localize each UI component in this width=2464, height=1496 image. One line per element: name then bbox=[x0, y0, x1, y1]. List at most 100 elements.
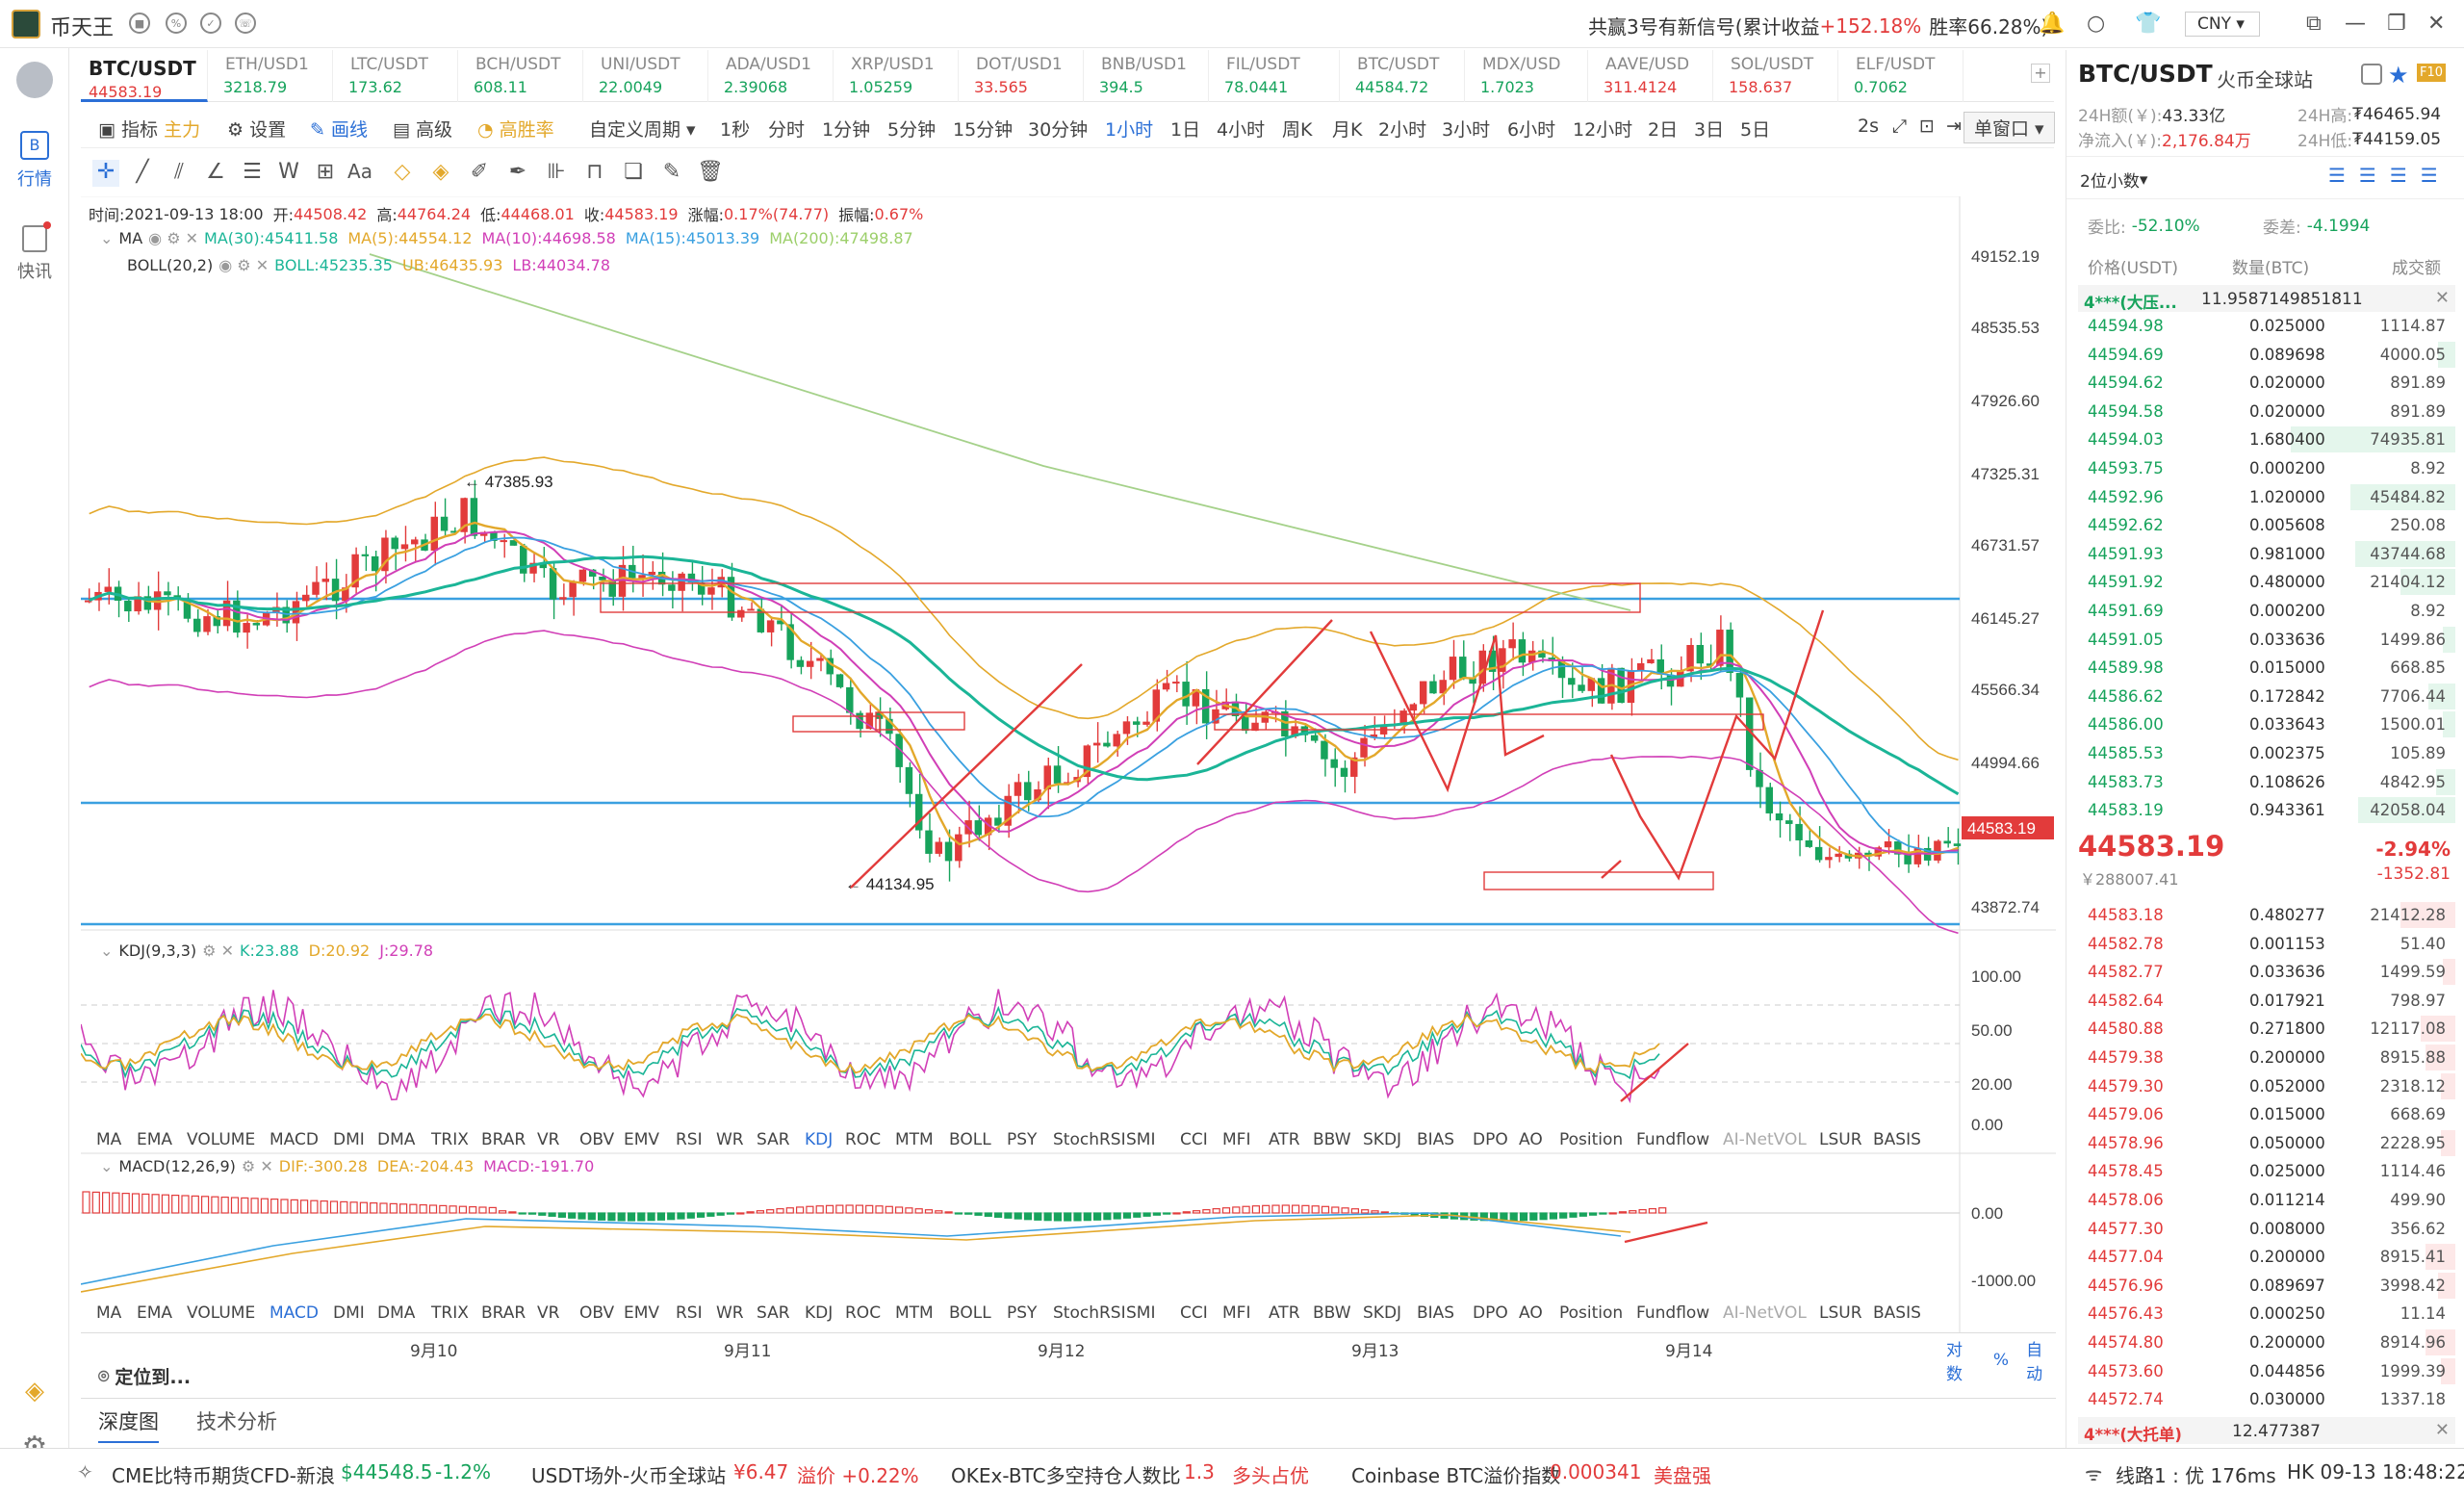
screenshot-icon[interactable]: ⊡ bbox=[1919, 116, 1935, 137]
line-tool-icon[interactable]: ╱ bbox=[136, 160, 149, 184]
orderbook-row[interactable]: 44579.38 0.200000 8915.88 bbox=[2078, 1044, 2455, 1071]
currency-select[interactable]: CNY ▾ bbox=[2185, 12, 2260, 37]
fullscreen-icon[interactable]: ⤢ bbox=[1892, 116, 1908, 137]
period-30m[interactable]: 30分钟 bbox=[1028, 119, 1089, 141]
indicator-tab[interactable]: EMA bbox=[137, 1130, 173, 1149]
orderbook-row[interactable]: 44583.18 0.480277 21412.28 bbox=[2078, 901, 2455, 929]
orderbook-row[interactable]: 44582.64 0.017921 798.97 bbox=[2078, 987, 2455, 1015]
indicator-tab[interactable]: PSY bbox=[1007, 1130, 1038, 1149]
orderbook-row[interactable]: 44579.06 0.015000 668.69 bbox=[2078, 1100, 2455, 1128]
status-cme-name[interactable]: CME比特币期货CFD-新浪 bbox=[112, 1464, 335, 1487]
indicator-tab[interactable]: MFI bbox=[1222, 1130, 1251, 1149]
chart-area[interactable]: 49152.19 48535.53 47926.60 47325.31 46731.57… bbox=[81, 196, 2056, 1496]
window-mode-select[interactable]: 单窗口 ▾ bbox=[1964, 112, 2055, 143]
indicator-tab[interactable]: OBV bbox=[579, 1130, 615, 1149]
chart-canvas[interactable]: 49152.19 48535.53 47926.60 47325.31 46731.57… bbox=[81, 196, 2056, 1390]
indicator-tab[interactable]: BRAR bbox=[481, 1130, 526, 1149]
indicator-tab[interactable]: AO bbox=[1519, 1303, 1543, 1323]
symbol-tab[interactable]: BCH/USDT 608.11 bbox=[458, 50, 583, 102]
indicator-tab[interactable]: MA bbox=[96, 1303, 122, 1323]
indicator-tab[interactable]: KDJ bbox=[805, 1303, 834, 1323]
macd-controls-icon[interactable]: ⚙ ✕ bbox=[241, 1157, 273, 1175]
close-icon[interactable]: ✕ bbox=[2434, 1420, 2450, 1440]
axis-percent-toggle[interactable]: % bbox=[1992, 1351, 2010, 1370]
indicator-tab[interactable]: BASIS bbox=[1873, 1130, 1921, 1149]
period-12h[interactable]: 12小时 bbox=[1573, 119, 1633, 141]
orderbook-row[interactable]: 44591.69 0.000200 8.92 bbox=[2078, 597, 2455, 625]
close-icon[interactable]: ✕ bbox=[2434, 288, 2450, 308]
indicator-tab[interactable]: EMV bbox=[624, 1130, 660, 1149]
orderbook-row[interactable]: 44578.96 0.050000 2228.95 bbox=[2078, 1129, 2455, 1157]
indicator-tab[interactable]: RSI bbox=[676, 1303, 703, 1323]
locate-button[interactable]: ⌾ 定位到... bbox=[98, 1363, 191, 1389]
orderbook-row[interactable]: 44577.04 0.200000 8915.41 bbox=[2078, 1243, 2455, 1271]
indicator-tab[interactable]: SKDJ bbox=[1363, 1130, 1402, 1149]
symbol-tab[interactable]: AAVE/USD 311.4124 bbox=[1588, 50, 1713, 102]
nav-news[interactable]: 快讯 bbox=[0, 221, 69, 283]
collapse-icon[interactable]: ⌄ bbox=[100, 229, 114, 247]
orderbook-row[interactable]: 44572.74 0.030000 1337.18 bbox=[2078, 1385, 2455, 1413]
edit-tool-icon[interactable]: ✎ bbox=[662, 160, 681, 184]
indicator-tab[interactable]: DMA bbox=[377, 1303, 416, 1323]
indicator-tab[interactable]: MFI bbox=[1222, 1303, 1251, 1323]
copy-tool-icon[interactable]: ❏ bbox=[624, 160, 643, 184]
symbol-tab[interactable]: LTC/USDT 173.62 bbox=[333, 50, 458, 102]
parallel-tool-icon[interactable]: ⫽ bbox=[174, 160, 184, 184]
symbol-tab[interactable]: MDX/USD 1.7023 bbox=[1465, 50, 1588, 102]
orderbook-row[interactable]: 44594.03 1.680400 74935.81 bbox=[2078, 426, 2455, 453]
orderbook-row[interactable]: 44592.96 1.020000 45484.82 bbox=[2078, 483, 2455, 511]
indicator-tab[interactable]: MACD bbox=[270, 1303, 319, 1323]
orderbook-row[interactable]: 44586.00 0.033643 1500.01 bbox=[2078, 710, 2455, 738]
indicator-tab[interactable]: ATR bbox=[1269, 1130, 1300, 1149]
indicator-tab[interactable]: ROC bbox=[845, 1130, 882, 1149]
status-line[interactable]: 线路1 : 优 176ms bbox=[2116, 1464, 2276, 1487]
status-usdt-name[interactable]: USDT场外-火币全球站 bbox=[531, 1464, 727, 1487]
indicator-tab[interactable]: SMI bbox=[1126, 1130, 1156, 1149]
indicator-tab[interactable]: ATR bbox=[1269, 1303, 1300, 1323]
status-okex-name[interactable]: OKEx-BTC多空持仓人数比 bbox=[951, 1464, 1181, 1487]
period-1s[interactable]: 1秒 bbox=[720, 119, 751, 141]
orderbook-row[interactable]: 44580.88 0.271800 12117.08 bbox=[2078, 1015, 2455, 1043]
pin-status-icon[interactable]: ✧ bbox=[77, 1460, 93, 1483]
lock-tool-icon[interactable]: ⊓ bbox=[586, 160, 603, 184]
indicator-tab[interactable]: EMV bbox=[624, 1303, 660, 1323]
symbol-tab[interactable]: DOT/USD1 33.565 bbox=[959, 50, 1084, 102]
search-icon[interactable]: ○ bbox=[2087, 12, 2106, 36]
indicator-tab[interactable]: MTM bbox=[895, 1130, 934, 1149]
signal-banner[interactable]: 共赢3号有新信号(累计收益 +152.18% 胜率66.28%) bbox=[1588, 12, 2048, 39]
eraser-tool-icon[interactable]: ◇ bbox=[394, 160, 411, 184]
period-week[interactable]: 周K bbox=[1282, 119, 1313, 141]
orderbook-row[interactable]: 44583.73 0.108626 4842.95 bbox=[2078, 768, 2455, 796]
alert-icon[interactable] bbox=[2361, 64, 2382, 85]
indicator-tab[interactable]: CCI bbox=[1180, 1303, 1208, 1323]
orderbook-row[interactable]: 44592.62 0.005608 250.08 bbox=[2078, 511, 2455, 539]
orderbook-row[interactable]: 44577.30 0.008000 356.62 bbox=[2078, 1215, 2455, 1243]
indicator-tab[interactable]: DPO bbox=[1473, 1130, 1508, 1149]
indicator-tab[interactable]: KDJ bbox=[805, 1130, 834, 1149]
tab-depth-chart[interactable]: 深度图 bbox=[98, 1406, 159, 1443]
orderbook-row[interactable]: 44576.96 0.089697 3998.42 bbox=[2078, 1272, 2455, 1300]
period-3h[interactable]: 3小时 bbox=[1442, 119, 1491, 141]
nav-market[interactable]: B 行情 bbox=[0, 131, 69, 191]
orderbook-row[interactable]: 44573.60 0.044856 1999.39 bbox=[2078, 1357, 2455, 1385]
indicator-tab[interactable]: VOLUME bbox=[187, 1130, 256, 1149]
pin-icon[interactable]: ■ bbox=[129, 13, 150, 34]
orderbook-row[interactable]: 44591.05 0.033636 1499.86 bbox=[2078, 626, 2455, 654]
period-6h[interactable]: 6小时 bbox=[1507, 119, 1556, 141]
discount-icon[interactable]: % bbox=[166, 13, 187, 34]
indicator-tab[interactable]: SKDJ bbox=[1363, 1303, 1402, 1323]
add-tab-button[interactable]: + bbox=[2031, 64, 2050, 83]
angle-tool-icon[interactable]: ∠ bbox=[206, 160, 225, 184]
orderbook-row[interactable]: 44582.77 0.033636 1499.59 bbox=[2078, 958, 2455, 986]
orderbook-row[interactable]: 44582.78 0.001153 51.40 bbox=[2078, 930, 2455, 958]
indicator-tab[interactable]: Position bbox=[1559, 1303, 1624, 1323]
tab-technical-analysis[interactable]: 技术分析 bbox=[196, 1410, 277, 1433]
indicator-tab[interactable]: EMA bbox=[137, 1303, 173, 1323]
eye-icon[interactable]: ◉ ⚙ ✕ bbox=[148, 229, 199, 247]
axis-log-toggle[interactable]: 对数 bbox=[1946, 1341, 1963, 1384]
indicator-tab[interactable]: BBW bbox=[1313, 1303, 1351, 1323]
restore-icon[interactable]: ❐ bbox=[2387, 12, 2406, 36]
refresh-interval[interactable]: 2s bbox=[1858, 116, 1879, 137]
magnet-tool-icon[interactable]: ◈ bbox=[432, 160, 449, 184]
indicator-tab[interactable]: OBV bbox=[579, 1303, 615, 1323]
